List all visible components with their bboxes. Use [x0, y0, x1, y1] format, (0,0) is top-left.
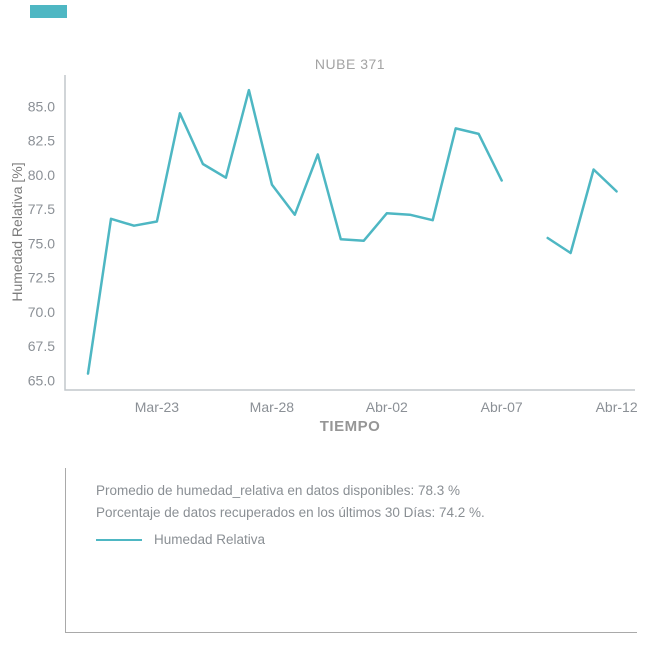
summary-average-text: Promedio de humedad_relativa en datos di… [96, 483, 460, 498]
y-tick-label: 75.0 [28, 235, 55, 251]
y-tick-label: 82.5 [28, 133, 55, 149]
y-tick-label: 80.0 [28, 167, 55, 183]
legend-item: Humedad Relativa [66, 532, 637, 547]
x-tick-label: Abr-07 [481, 399, 523, 415]
x-tick-label: Mar-28 [250, 399, 295, 415]
x-tick-label: Abr-02 [366, 399, 408, 415]
y-tick-label: 70.0 [28, 304, 55, 320]
series-line [546, 168, 618, 255]
legend-line-swatch [96, 538, 142, 541]
summary-panel: Promedio de humedad_relativa en datos di… [65, 468, 637, 633]
y-tick-label: 85.0 [28, 99, 55, 115]
top-accent-bar [30, 5, 67, 18]
x-axis-label: TIEMPO [319, 418, 381, 435]
legend-label: Humedad Relativa [154, 532, 266, 547]
x-tick-label: Mar-23 [135, 399, 180, 415]
y-tick-label: 77.5 [28, 201, 55, 217]
summary-recovered-text: Porcentaje de datos recuperados en los ú… [96, 505, 485, 520]
axis-spines [64, 75, 635, 391]
series-line [86, 88, 503, 375]
x-tick-label: Abr-12 [596, 399, 638, 415]
y-tick-label: 67.5 [28, 338, 55, 354]
y-tick-label: 72.5 [28, 270, 55, 286]
y-tick-label: 65.0 [28, 372, 55, 388]
chart-title: NUBE 371 [314, 56, 386, 72]
line-chart: 65.0 67.5 70.0 72.5 75.0 77.5 80.0 82.5 85.0 Mar-… [28, 75, 638, 415]
